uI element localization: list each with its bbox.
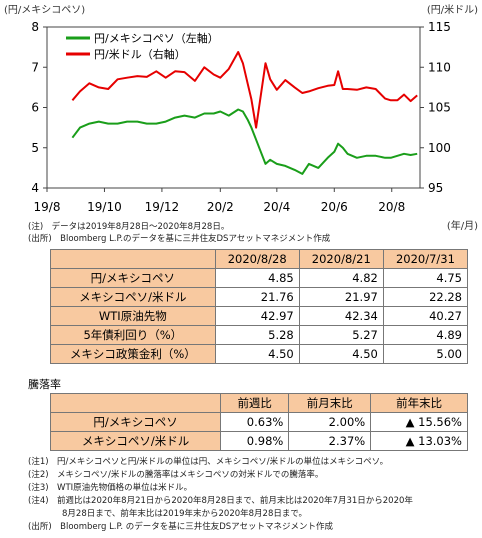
table-row: 5年債利回り（%） 5.28 5.27 4.89 bbox=[50, 325, 469, 345]
left-tick-label: 6 bbox=[31, 101, 39, 115]
table-cell: 5.28 bbox=[214, 325, 300, 345]
table-cell: 40.27 bbox=[382, 306, 469, 326]
col-header: 2020/7/31 bbox=[382, 249, 469, 269]
x-tick-label: 20/4 bbox=[263, 200, 290, 214]
right-tick-label: 100 bbox=[428, 141, 451, 155]
table-cell: 42.34 bbox=[298, 306, 384, 326]
x-tick-label: 20/2 bbox=[207, 200, 234, 214]
table-cell: 4.50 bbox=[214, 344, 300, 364]
table-cell: 4.85 bbox=[214, 268, 300, 288]
row-label: 円/メキシコペソ bbox=[49, 412, 222, 432]
change-rate-table: 前週比 前月末比 前年末比 円/メキシコペソ 0.63% 2.00% ▲ 15.… bbox=[49, 393, 468, 451]
table-cell: 21.76 bbox=[214, 287, 300, 307]
footnote: (注3) WTI原油先物価格の単位は米ドル。 bbox=[28, 483, 193, 493]
section-title: 騰落率 bbox=[28, 378, 61, 391]
footnote-source: (出所) Bloomberg L.P. のデータを基に三井住友DSアセットマネジ… bbox=[28, 522, 333, 532]
row-label: メキシコペソ/米ドル bbox=[50, 287, 216, 307]
exchange-rate-chart: (円/メキシコペソ) (円/米ドル) (年/月) 4 5 6 7 8 95 100 105 11… bbox=[4, 3, 478, 232]
left-tick-label: 5 bbox=[31, 141, 39, 155]
table-cell: 4.50 bbox=[298, 344, 384, 364]
table-cell: 0.63% bbox=[220, 412, 290, 432]
table-cell: 2.00% bbox=[288, 412, 372, 432]
footnote: (注2) メキシコペソ/米ドルの騰落率はメキシコペソの対米ドルでの騰落率。 bbox=[28, 470, 324, 480]
chart-source: (出所) Bloomberg L.P.のデータを基に三井住友DSアセットマネジメ… bbox=[28, 234, 331, 244]
table-cell: 5.27 bbox=[298, 325, 384, 345]
axis-ticks: 4 5 6 7 8 95 100 105 110 115 19/8 19/10 19/12 20/2 20/… bbox=[31, 20, 451, 214]
row-label: 円/メキシコペソ bbox=[50, 268, 216, 288]
left-tick-label: 4 bbox=[31, 181, 39, 195]
table-row: メキシコペソ/米ドル 0.98% 2.37% ▲ 13.03% bbox=[49, 431, 468, 451]
table-cell: 4.89 bbox=[382, 325, 469, 345]
table-row: メキシコペソ/米ドル 21.76 21.97 22.28 bbox=[50, 287, 469, 307]
table-corner bbox=[49, 393, 222, 413]
x-tick-label: 19/8 bbox=[34, 200, 61, 214]
row-label: メキシコ政策金利（%） bbox=[50, 344, 216, 364]
footnote: 8月28日まで、前年末比は2019年末から2020年8月28日まで。 bbox=[28, 509, 308, 519]
chart-note: (注) データは2019年8月28日～2020年8月28日。 bbox=[28, 222, 230, 232]
footnote: (注4) 前週比は2020年8月21日から2020年8月28日まで、前月末比は2… bbox=[28, 496, 413, 506]
table-cell: 42.97 bbox=[214, 306, 300, 326]
table-cell: 2.37% bbox=[288, 431, 372, 451]
table-cell: ▲ 15.56% bbox=[370, 412, 468, 432]
table-row: 円/メキシコペソ 4.85 4.82 4.75 bbox=[50, 268, 469, 288]
table-header-row: 前週比 前月末比 前年末比 bbox=[49, 393, 468, 413]
legend-label-mxn: 円/メキシコペソ（左軸） bbox=[94, 31, 219, 45]
table-cell: 0.98% bbox=[220, 431, 290, 451]
row-label: メキシコペソ/米ドル bbox=[49, 431, 222, 451]
table-row: 円/メキシコペソ 0.63% 2.00% ▲ 15.56% bbox=[49, 412, 468, 432]
right-tick-label: 95 bbox=[428, 181, 443, 195]
x-tick-label: 20/8 bbox=[378, 200, 405, 214]
col-header: 2020/8/28 bbox=[214, 249, 300, 269]
table-cell: 4.75 bbox=[382, 268, 469, 288]
table-corner bbox=[50, 249, 216, 269]
col-header: 2020/8/21 bbox=[298, 249, 384, 269]
table-cell: 22.28 bbox=[382, 287, 469, 307]
table-cell: 4.82 bbox=[298, 268, 384, 288]
footnote: (注1) 円/メキシコペソと円/米ドルの単位は円、メキシコペソ/米ドルの単位はメ… bbox=[28, 457, 389, 467]
table-header-row: 2020/8/28 2020/8/21 2020/7/31 bbox=[50, 249, 469, 269]
row-label: 5年債利回り（%） bbox=[50, 325, 216, 345]
left-tick-label: 7 bbox=[31, 60, 39, 74]
right-tick-label: 105 bbox=[428, 101, 451, 115]
row-label: WTI原油先物 bbox=[50, 306, 216, 326]
table-cell: 21.97 bbox=[298, 287, 384, 307]
market-data-table: 2020/8/28 2020/8/21 2020/7/31 円/メキシコペソ 4… bbox=[50, 249, 469, 364]
x-axis-unit: (年/月) bbox=[447, 219, 478, 232]
x-tick-label: 20/6 bbox=[321, 200, 348, 214]
col-header: 前月末比 bbox=[288, 393, 372, 413]
x-tick-label: 19/10 bbox=[87, 200, 122, 214]
series-line-jpy-mxn bbox=[71, 108, 418, 175]
legend: 円/メキシコペソ（左軸） 円/米ドル（右軸） bbox=[66, 31, 219, 61]
right-tick-label: 110 bbox=[428, 60, 451, 74]
table-row: メキシコ政策金利（%） 4.50 4.50 5.00 bbox=[50, 344, 469, 364]
table-cell: 5.00 bbox=[382, 344, 469, 364]
col-header: 前年末比 bbox=[370, 393, 468, 413]
left-tick-label: 8 bbox=[31, 20, 39, 34]
series-line-jpy-usd bbox=[71, 51, 418, 129]
right-tick-label: 115 bbox=[428, 20, 451, 34]
x-tick-label: 19/12 bbox=[145, 200, 180, 214]
right-axis-unit: (円/米ドル) bbox=[427, 3, 478, 16]
table-row: WTI原油先物 42.97 42.34 40.27 bbox=[50, 306, 469, 326]
table-cell: ▲ 13.03% bbox=[370, 431, 468, 451]
series-lines bbox=[71, 51, 418, 175]
legend-label-usd: 円/米ドル（右軸） bbox=[94, 47, 186, 61]
col-header: 前週比 bbox=[220, 393, 290, 413]
left-axis-unit: (円/メキシコペソ) bbox=[4, 5, 85, 16]
